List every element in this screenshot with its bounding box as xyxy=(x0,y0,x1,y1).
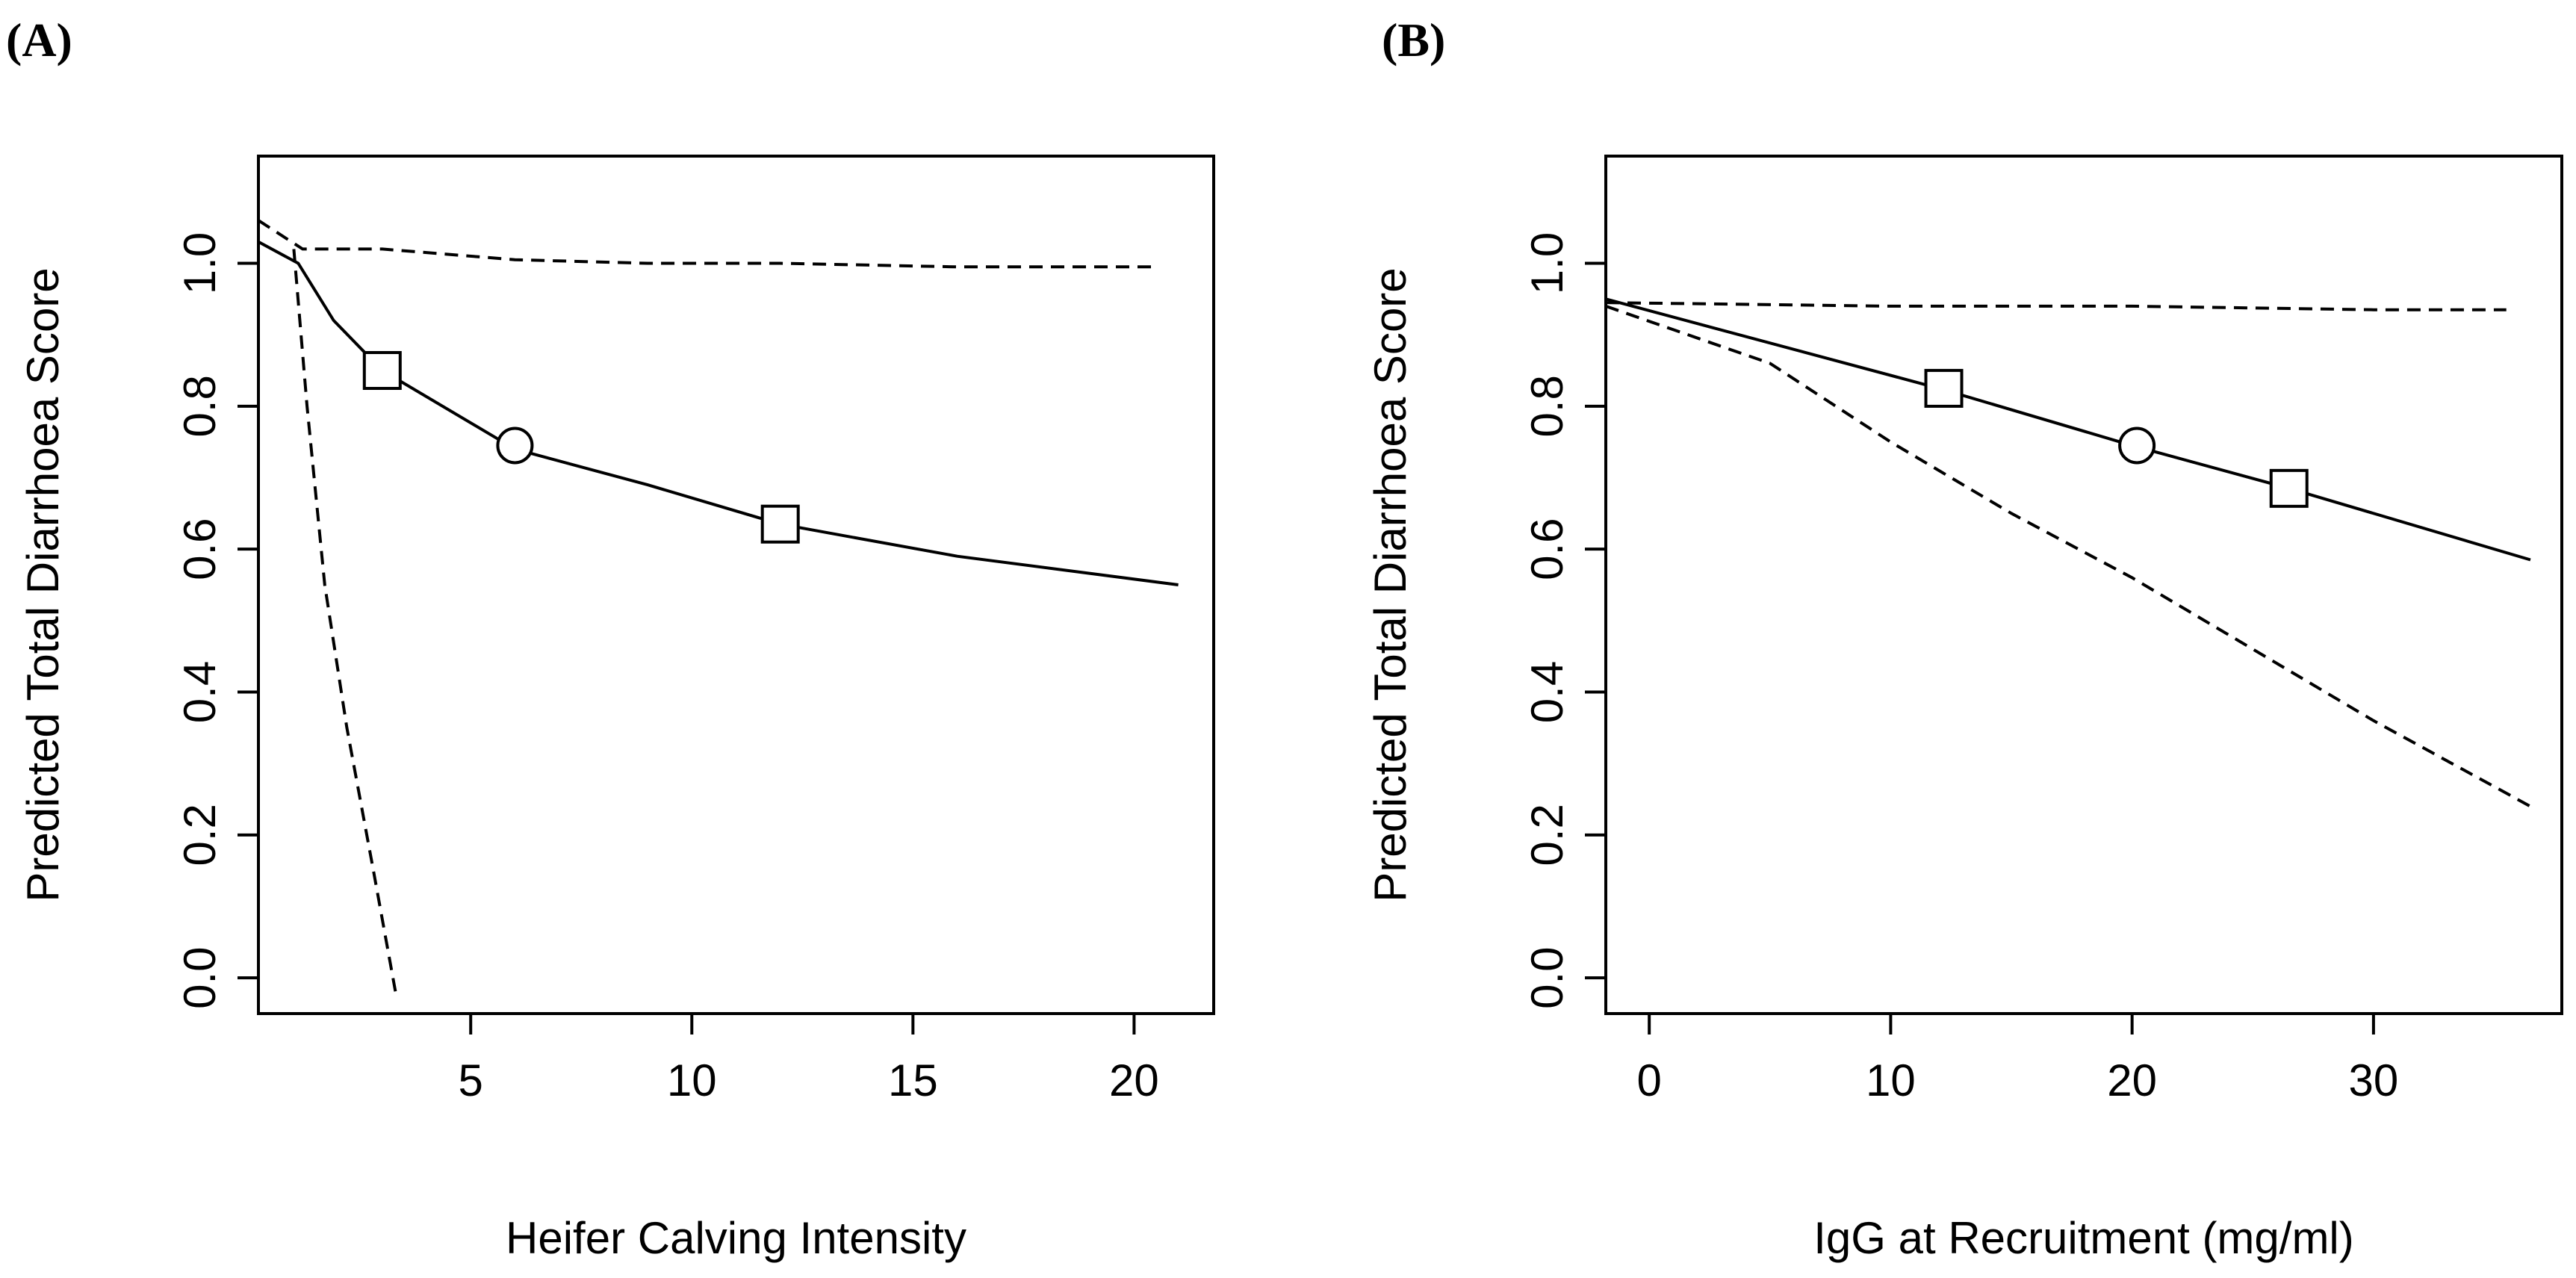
panel-a-y-tick-label: 1.0 xyxy=(175,232,225,294)
panel-b-circle-marker xyxy=(2118,426,2156,465)
panel-b-x-tick-label: 20 xyxy=(2107,1055,2157,1105)
panel-a: (A) 5 10 15 20 0.0 0.2 0.4 0.6 0.8 1.0 Heifer Calvi… xyxy=(6,13,1215,1263)
panel-b-x-tick-label: 10 xyxy=(1866,1055,1916,1105)
panel-a-y-tick-label: 0.4 xyxy=(175,661,225,723)
panel-a-x-tick-label: 20 xyxy=(1109,1055,1159,1105)
panel-b-upper-bound-line xyxy=(1605,301,2507,311)
panel-a-x-axis-title: Heifer Calving Intensity xyxy=(506,1213,966,1263)
panel-b-square-marker xyxy=(2269,468,2309,508)
panel-a-x-tick-label: 5 xyxy=(459,1055,483,1105)
panel-a-x-tick-label: 15 xyxy=(888,1055,938,1105)
panel-b-y-tick-label: 0.6 xyxy=(1522,518,1572,580)
panel-a-lower-bound-line xyxy=(292,249,397,993)
panel-b-square-marker xyxy=(1924,368,1964,408)
panel-a-circle-marker xyxy=(496,426,534,465)
panel-a-upper-bound-line xyxy=(257,219,1156,269)
panel-b-y-axis-title: Predicted Total Diarrhoea Score xyxy=(1365,267,1415,902)
panel-b-predicted-line xyxy=(1605,297,2531,562)
panel-a-plot-frame xyxy=(257,155,1215,1015)
panel-a-predicted-line xyxy=(258,241,1179,586)
panel-b-y-tick-label: 0.8 xyxy=(1522,375,1572,437)
panel-a-square-marker xyxy=(362,351,402,390)
panel-b-y-tick-label: 0.2 xyxy=(1522,804,1572,866)
panel-a-y-tick-label: 0.0 xyxy=(175,946,225,1008)
panel-b-label: (B) xyxy=(1382,13,1445,66)
panel-b-lower-bound-line xyxy=(1605,305,2531,808)
panel-b: (B) 0 10 20 30 0.0 0.2 0.4 0.6 0.8 1.0 IgG at Recru… xyxy=(1365,13,2563,1263)
panel-a-square-marker xyxy=(760,504,800,544)
panel-b-y-tick-label: 1.0 xyxy=(1522,232,1572,294)
panel-b-plot-frame xyxy=(1604,155,2563,1015)
panel-b-x-tick-label: 30 xyxy=(2349,1055,2399,1105)
panel-a-y-tick-label: 0.6 xyxy=(175,518,225,580)
panel-a-x-tick-label: 10 xyxy=(667,1055,717,1105)
panel-a-y-tick-label: 0.2 xyxy=(175,804,225,866)
panel-b-x-tick-label: 0 xyxy=(1636,1055,1661,1105)
panel-a-y-tick-label: 0.8 xyxy=(175,375,225,437)
panel-b-x-axis-title: IgG at Recruitment (mg/ml) xyxy=(1813,1213,2354,1263)
panel-b-y-tick-label: 0.4 xyxy=(1522,661,1572,723)
panel-a-y-axis-title: Predicted Total Diarrhoea Score xyxy=(18,267,68,902)
panel-a-label: (A) xyxy=(6,13,72,66)
panel-b-y-tick-label: 0.0 xyxy=(1522,946,1572,1008)
